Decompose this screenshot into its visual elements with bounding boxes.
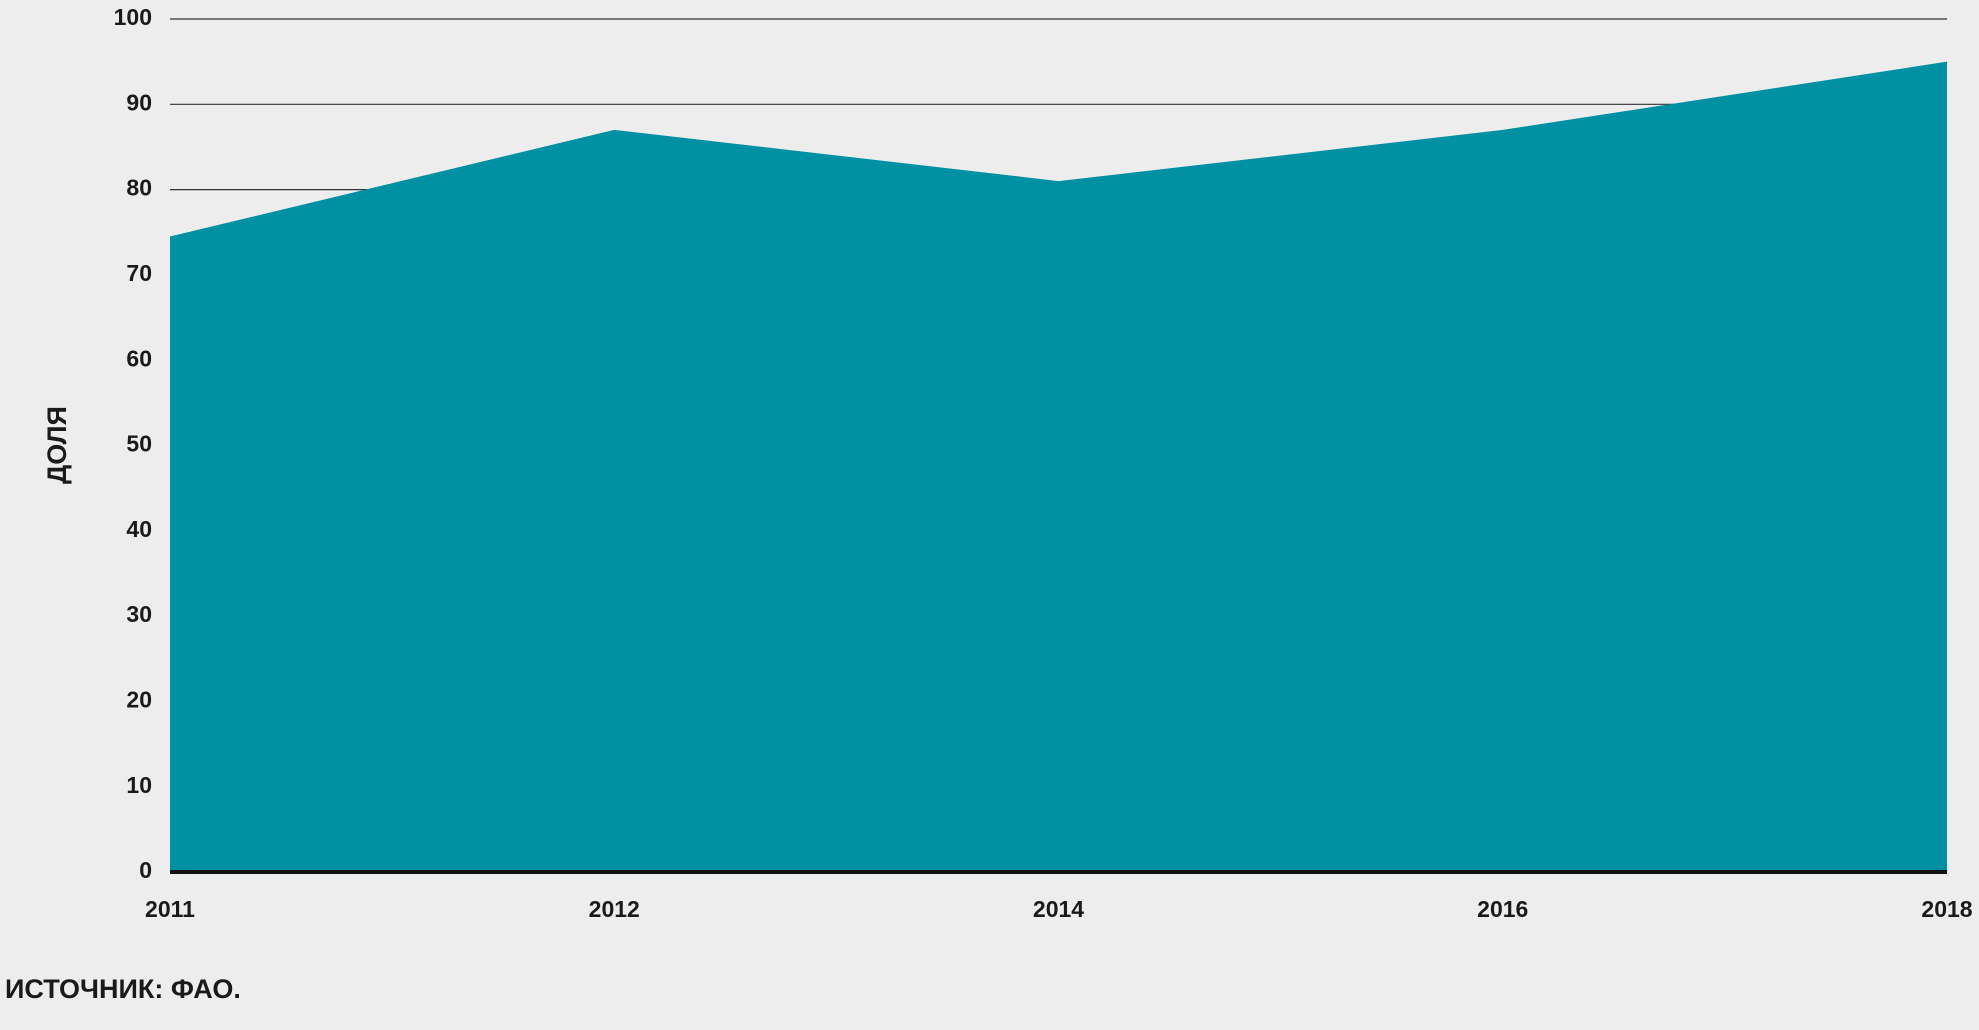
y-tick-label: 100 [114,4,152,30]
source-note: ИСТОЧНИК: ФАО. [5,974,241,1004]
y-tick-label: 60 [126,345,152,371]
y-tick-label: 20 [126,686,152,712]
y-tick-label: 40 [126,516,152,542]
x-tick-label: 2014 [1033,896,1084,922]
y-tick-label: 0 [139,857,152,883]
y-axis-label: ДОЛЯ [42,406,72,484]
area [170,61,1947,872]
y-tick-label: 10 [126,772,152,798]
y-tick-label: 30 [126,601,152,627]
y-tick-label: 50 [126,431,152,457]
x-tick-label: 2016 [1477,896,1528,922]
y-tick-label: 70 [126,260,152,286]
y-tick-label: 80 [126,175,152,201]
x-tick-label: 2012 [589,896,640,922]
x-tick-label: 2018 [1921,896,1972,922]
x-tick-label: 2011 [145,896,195,922]
y-tick-label: 90 [126,89,152,115]
